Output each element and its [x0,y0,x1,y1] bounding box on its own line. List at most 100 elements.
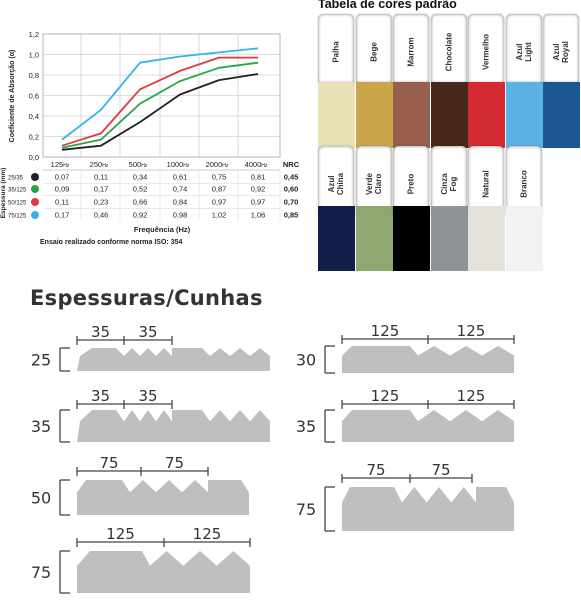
table-cell: 1,02 [212,211,227,220]
width-label: 125 [106,525,135,543]
wedge-profile [342,410,514,442]
footnote: Ensaio realizado conforme norma ISO: 354 [40,239,182,246]
thickness-label: 30 [296,351,316,370]
table-cell: 0,87 [212,185,227,194]
color-sample [505,82,543,148]
thickness-diagram: 125 125 75 [31,525,251,594]
color-sample [543,82,580,148]
thickness-section-title: Espessuras/Cunhas [30,286,263,310]
color-name-tab: Cinza Fog [430,146,467,215]
color-sample [393,206,430,271]
width-label: 75 [431,461,450,479]
table-cell: 0,52 [133,185,148,194]
table-cell: 0,75 [212,173,227,182]
series-line-75-125 [61,47,259,141]
row-label: 50/125 [8,201,27,207]
thickness-diagram: 125 125 30 [296,322,515,374]
color-name-tab: Verde Claro [355,146,392,215]
y-tick-label: 1,2 [29,30,39,39]
table-cell: 0,34 [133,173,148,182]
table-cell: 0,61 [173,173,188,182]
width-label: 125 [193,525,222,543]
row-label: 25/35 [8,176,24,182]
table-cell: 0,97 [251,198,266,207]
width-label: 75 [165,454,184,472]
table-cell: 0,66 [133,198,148,207]
table-cell: 0,09 [55,185,70,194]
width-label: 125 [371,322,400,340]
y-tick-label: 0,2 [29,133,39,142]
table-cell: 0,11 [94,173,108,182]
thickness-diagram: 75 75 75 [296,461,514,532]
freq-header: 125Hz [51,160,70,169]
series-marker [31,198,39,206]
table-cell: 0,92 [251,185,266,194]
width-label: 35 [138,387,157,405]
color-name-tab: Natural [468,146,504,215]
row-label: 35/125 [8,188,27,194]
table-cell: 0,74 [173,185,188,194]
thickness-label: 35 [31,417,51,436]
table-cell: 0,17 [94,185,109,194]
table-cell: 0,97 [212,198,227,207]
freq-header: 250Hz [90,160,109,169]
color-name-tab: Branco [505,146,542,215]
wedge-profile [77,410,270,442]
table-cell: 0,46 [94,211,109,220]
freq-header: 4000Hz [245,160,268,169]
color-name-tab: Azul Light [505,14,542,83]
width-label: 75 [366,461,385,479]
color-sample [393,82,430,148]
thickness-diagram: 35 35 35 [31,387,270,443]
color-name-tab: Bege [355,14,392,83]
thickness-label: 35 [296,417,316,436]
table-cell: 0,23 [94,198,109,207]
thickness-diagram: 75 75 50 [31,454,249,516]
wedge-profile [77,348,270,371]
color-sample [468,82,505,148]
series-marker [31,185,39,193]
table-cell: 1,06 [251,211,266,220]
color-name-tab: Chocolate [430,14,467,83]
table-cell: 0,11 [55,198,69,207]
wedge-profile [342,346,514,373]
color-sample [468,206,505,271]
color-name-tab: Preto [393,146,429,215]
y-tick-label: 0,4 [29,112,39,121]
y-tick-label: 0,8 [29,71,39,80]
thickness-diagram: 35 35 25 [31,323,270,372]
nrc-value: 0,85 [284,211,299,220]
series-line-25-35 [61,73,259,151]
nrc-value: 0,70 [284,198,299,207]
wedge-profile [77,551,250,593]
color-name-tab: Vermelho [468,14,504,83]
freq-header: 1000Hz [167,160,190,169]
color-name-tab: Azul Royal [543,14,579,83]
absorption-chart: 0,0 0,2 0,4 0,6 0,8 1,0 1,2 Coeficiente de Abso… [0,30,300,246]
y-axis-label: Coeficiente de Absorção (α) [9,50,16,143]
thickness-diagram: 125 125 35 [296,387,515,443]
series-marker [31,173,39,181]
thickness-label: 25 [31,351,51,370]
width-label: 125 [457,387,486,405]
thickness-label: 75 [296,500,316,519]
width-label: 35 [91,387,110,405]
color-name-tab: Azul China [318,146,354,215]
table-cell: 0,84 [173,198,188,207]
series-line-35-125 [61,61,259,149]
table-cell: 0,92 [133,211,148,220]
row-axis-label: Espessura (mm) [0,168,7,219]
width-label: 75 [99,454,118,472]
series-line-50-125 [61,56,258,147]
series-marker [31,211,39,219]
color-sample [355,206,393,271]
nrc-value: 0,60 [284,185,299,194]
wedge-profile [342,487,514,531]
color-sample [318,82,355,148]
table-cell: 0,17 [55,211,70,220]
y-tick-label: 0,0 [29,153,39,162]
color-table-title: Tabela de cores padrão [318,0,457,11]
nrc-header: NRC [283,160,300,169]
nrc-value: 0,45 [284,173,299,182]
